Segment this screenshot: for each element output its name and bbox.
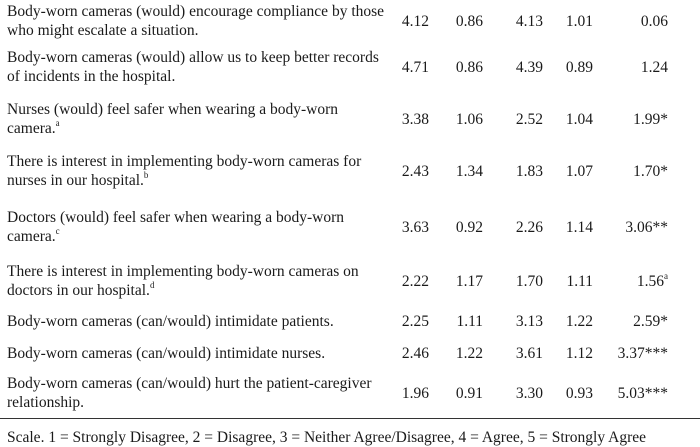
table-row: Body-worn cameras (would) allow us to ke… bbox=[0, 48, 700, 86]
test-statistic: 1.24 bbox=[640, 59, 668, 76]
sd-group-1: 1.17 bbox=[455, 273, 483, 290]
mean-group-2: 4.13 bbox=[515, 13, 543, 30]
footnote-marker: b bbox=[143, 169, 149, 180]
test-statistic: 1.99* bbox=[633, 111, 668, 128]
mean-group-1: 2.43 bbox=[401, 163, 429, 180]
sd-group-1: 1.11 bbox=[456, 313, 483, 330]
table-bottom-rule bbox=[0, 418, 700, 419]
mean-group-2: 3.30 bbox=[515, 385, 543, 402]
row-item-text: Body-worn cameras (would) encourage comp… bbox=[7, 3, 385, 39]
mean-group-2: 1.70 bbox=[515, 273, 543, 290]
row-item-text: Nurses (would) feel safer when wearing a… bbox=[7, 101, 338, 137]
mean-group-1: 2.46 bbox=[401, 345, 429, 362]
test-statistic: 0.06 bbox=[640, 13, 668, 30]
table-row: Body-worn cameras (can/would) hurt the p… bbox=[0, 374, 700, 412]
footnote-marker: c bbox=[55, 225, 60, 236]
sd-group-2: 1.14 bbox=[565, 219, 593, 236]
test-statistic: 3.06** bbox=[625, 219, 668, 236]
table-row: Nurses (would) feel safer when wearing a… bbox=[0, 100, 700, 138]
mean-group-1: 4.12 bbox=[401, 13, 429, 30]
footnote-marker: a bbox=[664, 270, 668, 281]
sd-group-2: 1.11 bbox=[566, 273, 593, 290]
row-item-text: Doctors (would) feel safer when wearing … bbox=[7, 209, 345, 245]
mean-group-1: 4.71 bbox=[401, 59, 429, 76]
sd-group-1: 1.34 bbox=[455, 163, 483, 180]
sd-group-1: 1.06 bbox=[455, 111, 483, 128]
sd-group-2: 1.12 bbox=[565, 345, 593, 362]
table-row: Doctors (would) feel safer when wearing … bbox=[0, 208, 700, 246]
sd-group-1: 0.91 bbox=[455, 385, 483, 402]
test-statistic: 5.03*** bbox=[617, 385, 668, 402]
mean-group-2: 2.26 bbox=[515, 219, 543, 236]
sd-group-2: 0.93 bbox=[565, 385, 593, 402]
footnote-marker: d bbox=[149, 279, 155, 290]
table-row: There is interest in implementing body-w… bbox=[0, 262, 700, 300]
table-row: Body-worn cameras (would) encourage comp… bbox=[0, 2, 700, 40]
mean-group-1: 1.96 bbox=[401, 385, 429, 402]
sd-group-2: 1.07 bbox=[565, 163, 593, 180]
row-item-text: There is interest in implementing body-w… bbox=[7, 153, 362, 189]
mean-group-1: 3.38 bbox=[401, 111, 429, 128]
mean-group-2: 2.52 bbox=[515, 111, 543, 128]
sd-group-2: 1.01 bbox=[565, 13, 593, 30]
sd-group-2: 1.22 bbox=[565, 313, 593, 330]
sd-group-1: 0.86 bbox=[455, 59, 483, 76]
row-item-text: Body-worn cameras (would) allow us to ke… bbox=[7, 49, 379, 85]
test-statistic: 1.56a bbox=[636, 270, 668, 290]
sd-group-1: 1.22 bbox=[455, 345, 483, 362]
mean-group-1: 2.22 bbox=[401, 273, 429, 290]
sd-group-2: 1.04 bbox=[565, 111, 593, 128]
row-item-text: Body-worn cameras (can/would) hurt the p… bbox=[7, 375, 372, 411]
row-item-text: There is interest in implementing body-w… bbox=[7, 263, 359, 299]
mean-group-2: 4.39 bbox=[515, 59, 543, 76]
table-row: Body-worn cameras (can/would) intimidate… bbox=[0, 344, 700, 363]
scale-note: Scale. 1 = Strongly Disagree, 2 = Disagr… bbox=[7, 429, 646, 446]
mean-group-2: 3.13 bbox=[515, 313, 543, 330]
test-statistic: 1.70* bbox=[633, 163, 668, 180]
sd-group-2: 0.89 bbox=[565, 59, 593, 76]
mean-group-2: 1.83 bbox=[515, 163, 543, 180]
mean-group-1: 3.63 bbox=[401, 219, 429, 236]
table-row: There is interest in implementing body-w… bbox=[0, 152, 700, 190]
row-item-text: Body-worn cameras (can/would) intimidate… bbox=[7, 345, 326, 362]
test-statistic: 3.37*** bbox=[617, 345, 668, 362]
test-statistic: 2.59* bbox=[633, 313, 668, 330]
sd-group-1: 0.92 bbox=[455, 219, 483, 236]
footnote-marker: a bbox=[55, 117, 60, 128]
mean-group-2: 3.61 bbox=[515, 345, 543, 362]
row-item-text: Body-worn cameras (can/would) intimidate… bbox=[7, 313, 334, 330]
mean-group-1: 2.25 bbox=[401, 313, 429, 330]
sd-group-1: 0.86 bbox=[455, 13, 483, 30]
table-row: Body-worn cameras (can/would) intimidate… bbox=[0, 312, 700, 331]
